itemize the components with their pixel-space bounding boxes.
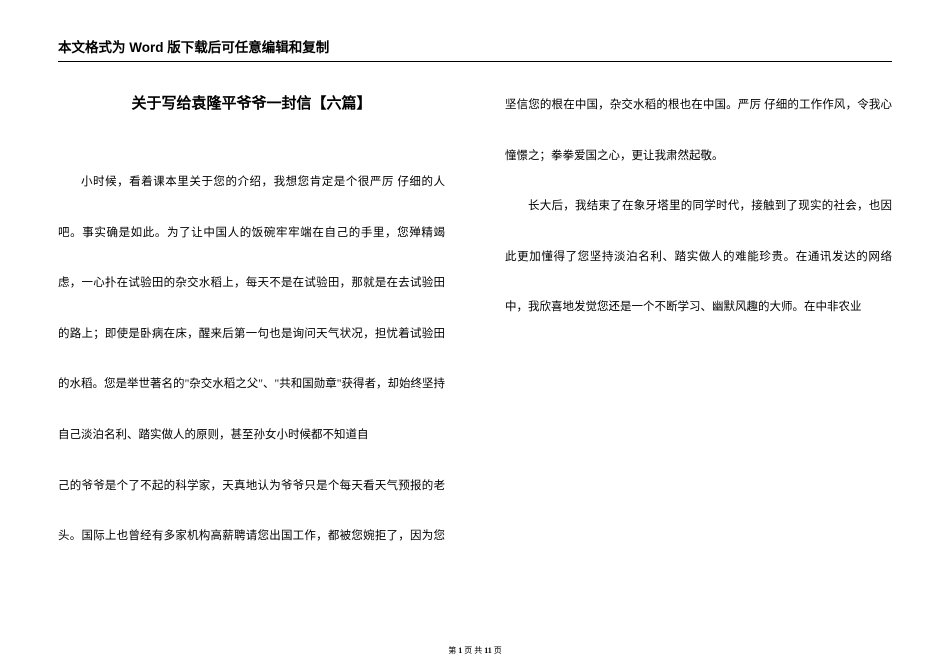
header-bar: 本文格式为 Word 版下载后可任意编辑和复制 bbox=[58, 36, 892, 62]
footer-prefix: 第 bbox=[448, 646, 458, 655]
footer-mid: 页 共 bbox=[462, 646, 484, 655]
body-paragraph-3: 长大后，我结束了在象牙塔里的同学时代，接触到了现实的社会，也因此更加懂得了您坚持… bbox=[505, 181, 892, 333]
page-body: 关于写给袁隆平爷爷一封信【六篇】 小时候，看着课本里关于您的介绍，我想您肯定是个… bbox=[58, 80, 892, 632]
header-notice: 本文格式为 Word 版下载后可任意编辑和复制 bbox=[58, 40, 329, 55]
footer-suffix: 页 bbox=[492, 646, 502, 655]
footer-total-pages: 11 bbox=[484, 646, 492, 655]
document-title: 关于写给袁隆平爷爷一封信【六篇】 bbox=[58, 92, 445, 113]
body-paragraph-1: 小时候，看着课本里关于您的介绍，我想您肯定是个很严厉 仔细的人吧。事实确是如此。… bbox=[58, 157, 445, 461]
page-footer: 第 1 页 共 11 页 bbox=[0, 645, 950, 656]
